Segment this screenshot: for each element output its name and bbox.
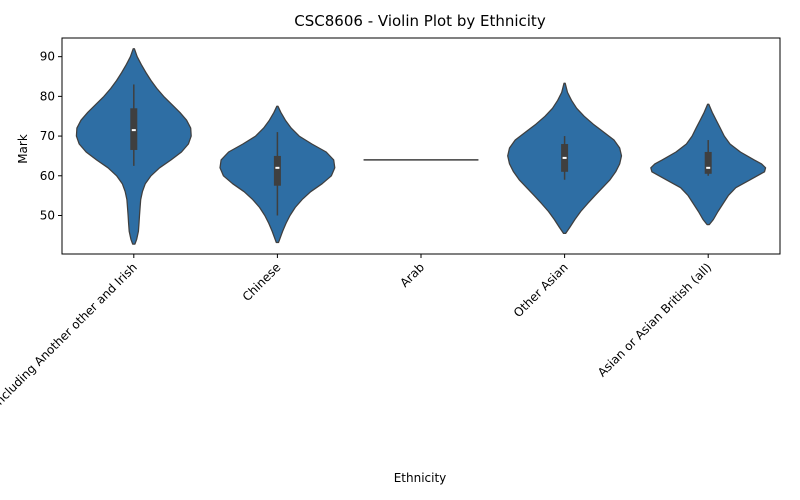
violin-median-marker (275, 166, 280, 169)
x-tick-label: Arab (397, 260, 427, 290)
y-tick-label: 80 (40, 89, 55, 103)
x-tick-label: White including Another other and Irish (0, 260, 140, 437)
x-tick-label: Other Asian (511, 260, 571, 320)
violin-iqr-box (704, 151, 712, 174)
violin-3 (507, 82, 623, 235)
x-tick-label: Asian or Asian British (all) (595, 260, 714, 379)
violin-1 (219, 105, 336, 244)
y-tick-label: 60 (40, 169, 55, 183)
y-axis-label: Mark (16, 134, 30, 164)
y-axis: 50 60 70 80 90 (40, 50, 62, 222)
violin-median-marker (131, 129, 136, 132)
violin-median-marker (706, 166, 711, 169)
plot-area (61, 37, 781, 255)
y-tick-label: 50 (40, 208, 55, 222)
x-axis-label: Ethnicity (394, 471, 447, 485)
chart-title: CSC8606 - Violin Plot by Ethnicity (294, 12, 546, 30)
violin-iqr-box (273, 155, 281, 186)
x-tick-label: Chinese (240, 260, 284, 304)
violin-4 (650, 103, 767, 226)
violin-median-marker (562, 156, 567, 159)
x-axis: White including Another other and Irish C… (0, 254, 714, 437)
y-tick-label: 70 (40, 129, 55, 143)
y-tick-label: 90 (40, 50, 55, 64)
violin-0 (75, 48, 192, 245)
